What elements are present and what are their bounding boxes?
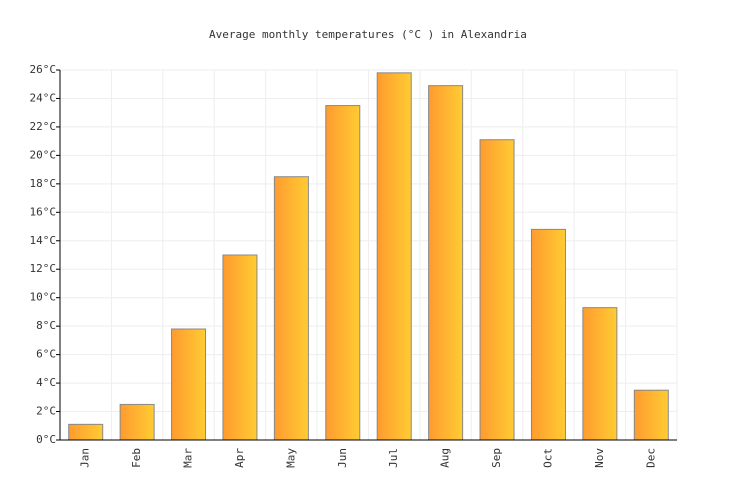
x-tick-label: Jul bbox=[387, 448, 400, 468]
bar bbox=[68, 423, 104, 441]
x-tick-label: Sep bbox=[490, 448, 503, 468]
x-tick-label: Jan bbox=[79, 448, 92, 468]
x-tick-label: May bbox=[284, 448, 297, 468]
x-tick-label: Aug bbox=[439, 448, 452, 468]
x-tick-label: Feb bbox=[130, 448, 143, 468]
bar bbox=[633, 389, 669, 441]
bar bbox=[428, 85, 464, 441]
y-tick-label: 10°C bbox=[30, 291, 57, 304]
y-tick-label: 12°C bbox=[30, 262, 57, 275]
y-tick-label: 20°C bbox=[30, 148, 57, 161]
x-tick-label: Jun bbox=[336, 448, 349, 468]
bar bbox=[273, 176, 309, 441]
chart-title: Average monthly temperatures (°C ) in Al… bbox=[209, 28, 527, 41]
bar bbox=[222, 254, 258, 441]
bar bbox=[582, 307, 618, 441]
y-tick-label: 26°C bbox=[30, 63, 57, 76]
bar bbox=[325, 105, 361, 441]
y-tick-label: 22°C bbox=[30, 120, 57, 133]
y-tick-label: 14°C bbox=[30, 234, 57, 247]
y-tick-label: 0°C bbox=[36, 433, 56, 446]
y-tick-label: 16°C bbox=[30, 205, 57, 218]
y-tick-label: 18°C bbox=[30, 177, 57, 190]
y-tick-label: 24°C bbox=[30, 91, 57, 104]
x-tick-label: Mar bbox=[182, 448, 195, 468]
bar bbox=[171, 328, 207, 441]
x-tick-label: Apr bbox=[233, 448, 246, 468]
x-tick-label: Dec bbox=[644, 448, 657, 468]
bar bbox=[376, 72, 412, 441]
bar bbox=[530, 228, 566, 441]
x-tick-label: Oct bbox=[541, 448, 554, 468]
y-tick-label: 6°C bbox=[36, 348, 56, 361]
bar bbox=[479, 139, 515, 441]
y-tick-label: 8°C bbox=[36, 319, 56, 332]
y-tick-label: 4°C bbox=[36, 376, 56, 389]
x-tick-label: Nov bbox=[593, 448, 606, 468]
bar bbox=[119, 403, 155, 441]
y-tick-label: 2°C bbox=[36, 405, 56, 418]
